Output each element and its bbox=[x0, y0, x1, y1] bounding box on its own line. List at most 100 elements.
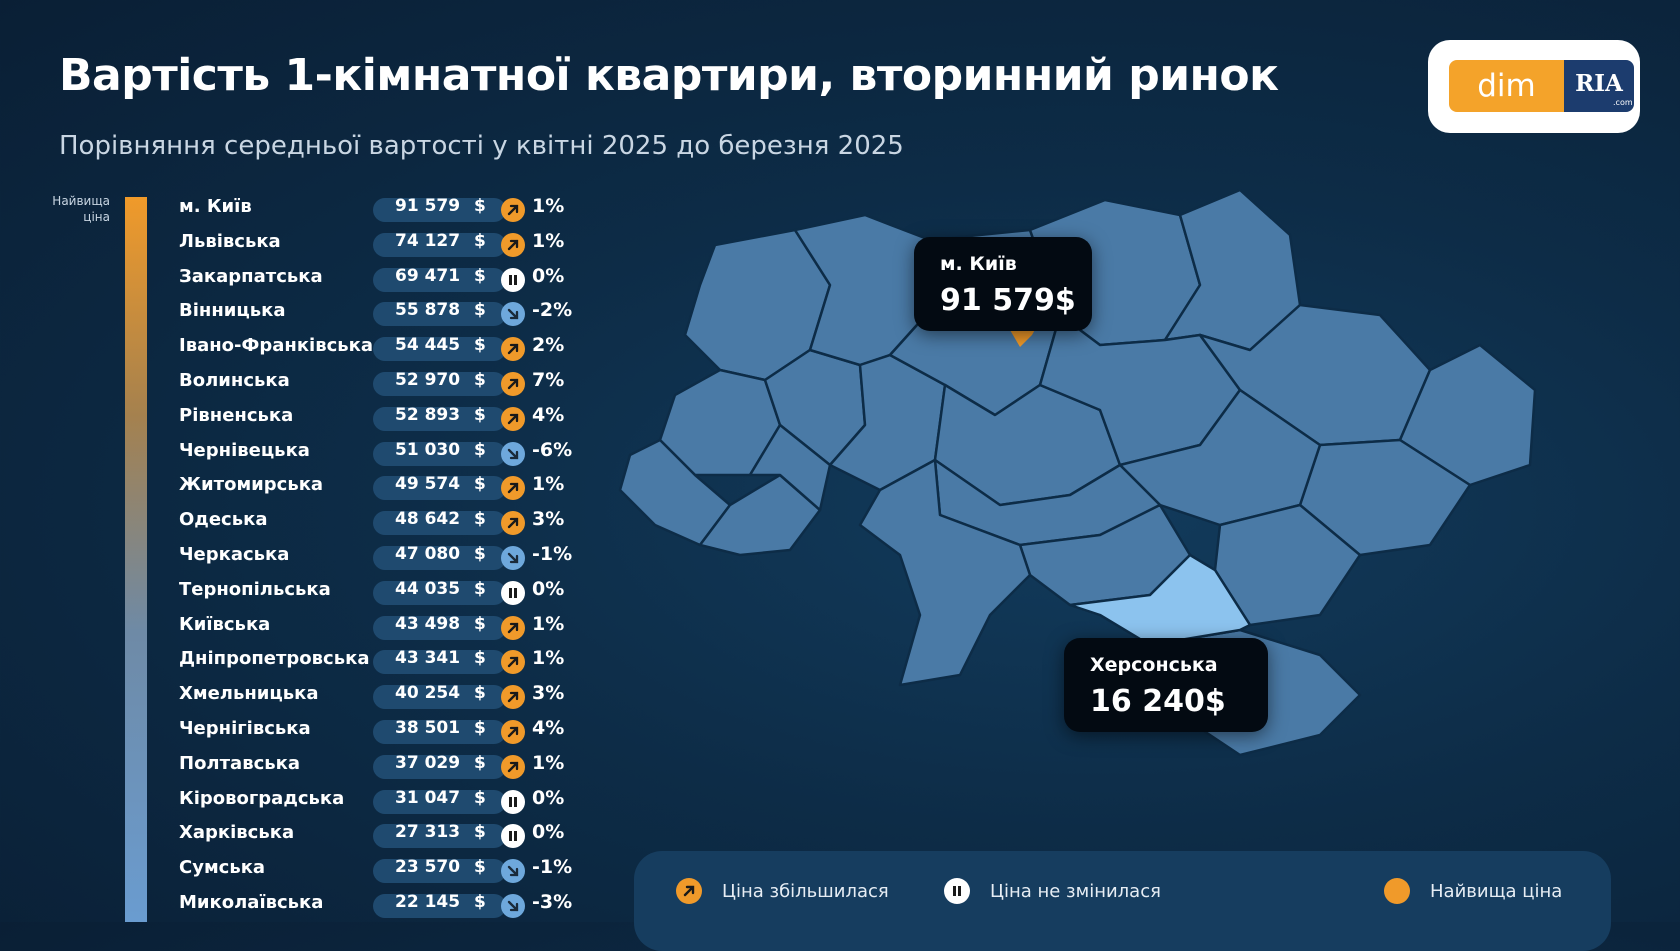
price-value: 69 471 bbox=[395, 265, 461, 286]
price-scale-bar bbox=[125, 197, 147, 922]
page-title: Вартість 1-кімнатної квартири, вторинний… bbox=[59, 50, 1279, 101]
price-pill bbox=[373, 685, 506, 710]
map-region-center-west bbox=[748, 423, 832, 512]
arrow-up-right-icon bbox=[501, 198, 525, 222]
region-name: Житомирська bbox=[179, 474, 324, 496]
currency-symbol: $ bbox=[474, 578, 486, 599]
price-value: 43 498 bbox=[395, 613, 461, 634]
region-name: Миколаївська bbox=[179, 892, 324, 913]
price-change: 0% bbox=[532, 786, 565, 809]
price-change: 1% bbox=[532, 195, 565, 217]
currency-symbol: $ bbox=[474, 439, 486, 460]
table-row: Київська 43 498 $1% bbox=[0, 608, 600, 642]
price-value: 48 642 bbox=[395, 509, 461, 530]
currency-symbol: $ bbox=[474, 544, 486, 564]
table-row: Сумська 23 570 $ -1% bbox=[0, 851, 600, 885]
price-change: 2% bbox=[532, 334, 565, 357]
price-pill bbox=[373, 789, 506, 814]
price-pill bbox=[373, 441, 506, 466]
price-pill bbox=[373, 615, 506, 640]
price-pill bbox=[373, 859, 506, 884]
price-value: 44 035 bbox=[395, 578, 461, 599]
callout-kherson-name: Херсонська bbox=[1090, 654, 1218, 676]
price-change: 1% bbox=[532, 473, 565, 496]
currency-symbol: $ bbox=[474, 509, 486, 530]
region-name: Волинська bbox=[179, 370, 290, 391]
price-value: 74 127 bbox=[395, 230, 461, 251]
region-name: Дніпропетровська bbox=[179, 648, 370, 670]
price-change: 0% bbox=[532, 264, 565, 287]
price-value: 51 030 bbox=[395, 439, 461, 460]
arrow-up-right-icon bbox=[501, 754, 525, 779]
table-row: Полтавська 37 029 $1% bbox=[0, 747, 600, 781]
region-name: Сумська bbox=[179, 857, 266, 879]
price-value: 31 047 bbox=[395, 787, 461, 808]
region-name: Полтавська bbox=[179, 752, 300, 774]
logo-ria-text: RIA bbox=[1564, 60, 1634, 112]
price-value: 54 445 bbox=[395, 335, 461, 356]
region-name: Черкаська bbox=[179, 544, 290, 565]
price-value: 47 080 bbox=[395, 544, 461, 564]
price-pill bbox=[373, 650, 506, 675]
currency-symbol: $ bbox=[474, 613, 486, 634]
table-row: Чернівецька 51 030 $ -6% bbox=[0, 434, 600, 468]
price-change: 0% bbox=[532, 577, 565, 600]
price-pill bbox=[373, 198, 506, 222]
currency-symbol: $ bbox=[474, 683, 486, 704]
price-pill bbox=[373, 267, 506, 292]
table-row: Кіровоградська 31 047 $0% bbox=[0, 782, 600, 816]
region-name: Івано-Франківська bbox=[179, 335, 374, 357]
currency-symbol: $ bbox=[474, 787, 486, 808]
price-change: 7% bbox=[532, 369, 565, 391]
region-name: Закарпатська bbox=[179, 265, 323, 287]
arrow-up-right-icon bbox=[501, 511, 525, 536]
arrow-up-right-icon bbox=[501, 720, 525, 744]
region-name: Львівська bbox=[179, 230, 281, 252]
arrow-up-right-icon bbox=[501, 650, 525, 675]
legend-label-nochange: Ціна не змінилася bbox=[990, 881, 1161, 902]
price-change: -3% bbox=[532, 891, 573, 913]
arrow-up-right-icon bbox=[501, 232, 525, 257]
price-pill bbox=[373, 372, 506, 396]
region-name: Рівненська bbox=[179, 404, 294, 426]
price-change: -6% bbox=[532, 438, 573, 461]
arrow-down-right-icon bbox=[501, 441, 525, 466]
price-value: 37 029 bbox=[395, 752, 461, 773]
price-change: 4% bbox=[532, 403, 565, 426]
table-row: Закарпатська 69 471 $0% bbox=[0, 260, 600, 294]
price-pill bbox=[373, 232, 506, 257]
logo-dim-text: dim bbox=[1449, 60, 1564, 112]
region-name: Чернівецька bbox=[179, 439, 310, 461]
price-pill bbox=[373, 302, 506, 327]
price-change: 1% bbox=[532, 751, 565, 774]
legend-label-increase: Ціна збільшилася bbox=[722, 881, 889, 902]
table-row: Черкаська 47 080 $ -1% bbox=[0, 538, 600, 572]
arrow-up-right-icon bbox=[501, 337, 525, 362]
table-row: Вінницька 55 878 $ -2% bbox=[0, 294, 600, 328]
table-row: Харківська 27 313 $0% bbox=[0, 816, 600, 850]
table-row: Рівненська 52 893 $4% bbox=[0, 399, 600, 433]
price-value: 40 254 bbox=[395, 683, 461, 704]
price-pill bbox=[373, 337, 506, 362]
callout-kyiv: м. Київ 91 579$ bbox=[914, 237, 1092, 331]
currency-symbol: $ bbox=[474, 230, 486, 251]
region-name: Харківська bbox=[179, 822, 295, 844]
pause-icon bbox=[501, 789, 525, 814]
price-value: 49 574 bbox=[395, 474, 461, 495]
region-name: Одеська bbox=[179, 509, 268, 531]
pause-icon bbox=[501, 824, 525, 849]
pause-icon bbox=[501, 580, 525, 605]
map-region-kherson-highlight bbox=[1068, 553, 1252, 647]
table-row: Львівська 74 127 $1% bbox=[0, 225, 600, 259]
price-change: 1% bbox=[532, 612, 565, 635]
price-value: 22 145 bbox=[395, 892, 461, 912]
arrow-down-right-icon bbox=[501, 894, 525, 918]
arrow-up-right-icon bbox=[501, 406, 525, 431]
price-value: 27 313 bbox=[395, 822, 461, 843]
price-change: 1% bbox=[532, 647, 565, 670]
region-name: Тернопільська bbox=[179, 578, 331, 600]
arrow-up-right-icon bbox=[676, 878, 702, 904]
legend-label-highest: Найвища ціна bbox=[1430, 881, 1563, 902]
table-row: Одеська 48 642 $3% bbox=[0, 503, 600, 537]
callout-kyiv-name: м. Київ bbox=[940, 253, 1017, 275]
